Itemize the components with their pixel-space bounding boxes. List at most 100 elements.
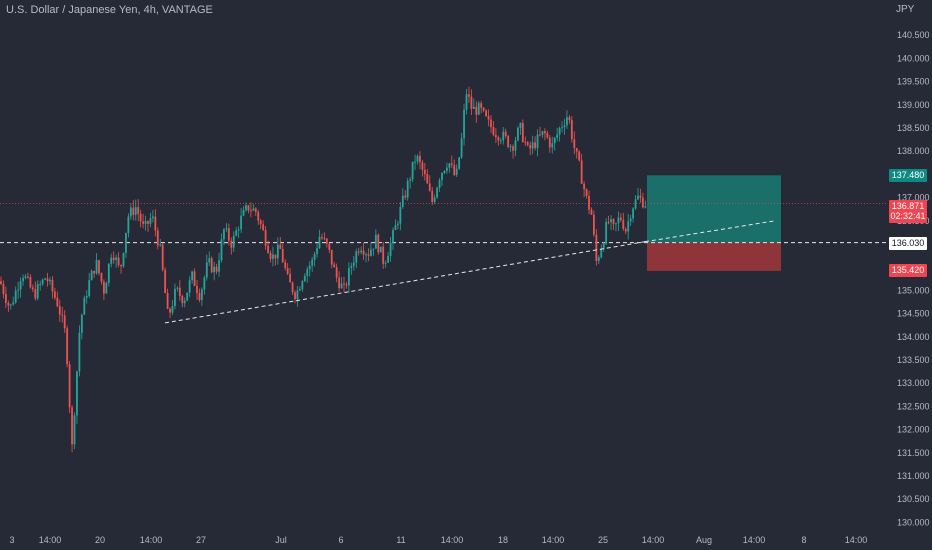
candle-body — [477, 103, 480, 115]
candle-body — [401, 195, 404, 207]
candle-body — [286, 268, 289, 274]
candle-body — [583, 183, 585, 190]
candle-body — [340, 283, 343, 289]
candle-body — [436, 187, 438, 198]
candle-body — [512, 146, 514, 151]
candle-body — [597, 257, 600, 261]
symbol-title[interactable]: U.S. Dollar / Japanese Yen, 4h, VANTAGE — [6, 4, 213, 16]
time-axis-label: 3 — [9, 535, 14, 545]
candle-body — [546, 133, 549, 138]
time-axis-label: 8 — [801, 535, 806, 545]
candle-body — [235, 230, 238, 236]
profit-zone[interactable] — [647, 175, 781, 243]
candle-body — [414, 161, 416, 163]
candle-body — [41, 279, 44, 285]
candle-body — [191, 271, 193, 281]
candle-body — [56, 297, 59, 307]
candle-body — [419, 155, 421, 163]
candle-body — [247, 205, 250, 211]
candle-body — [394, 225, 397, 231]
candle-body — [198, 292, 201, 300]
target-price-tag: 137.480 — [889, 169, 927, 182]
candle-body — [289, 273, 291, 283]
candle-body — [335, 267, 338, 278]
candle-body — [374, 234, 377, 249]
time-axis-label: 27 — [196, 535, 206, 545]
candle-body — [443, 170, 446, 173]
candle-body — [480, 103, 483, 108]
entry-price-tag: 136.030 — [889, 237, 927, 250]
candle-body — [352, 262, 355, 266]
candle-body — [232, 235, 235, 248]
candle-body — [548, 137, 551, 148]
candle-body — [595, 234, 598, 261]
candle-body — [377, 234, 380, 253]
candle-body — [139, 213, 142, 222]
candle-body — [181, 295, 184, 304]
candle-body — [561, 127, 563, 129]
candle-body — [433, 197, 436, 202]
candle-body — [588, 195, 590, 210]
candle-body — [129, 207, 132, 217]
loss-zone[interactable] — [647, 242, 781, 271]
candle-body — [120, 264, 122, 267]
candle-body — [154, 216, 157, 231]
candle-body — [470, 96, 473, 109]
candle-body — [127, 216, 130, 233]
candle-body — [558, 128, 561, 135]
price-axis-label: 134.500 — [897, 309, 930, 319]
trendline-extension[interactable] — [644, 220, 776, 243]
candle-body — [44, 278, 46, 280]
candle-body — [98, 260, 100, 274]
candle-body — [80, 314, 83, 333]
candle-body — [325, 238, 328, 244]
candle-body — [19, 281, 22, 290]
candle-body — [303, 275, 306, 282]
candle-body — [438, 180, 441, 188]
candle-body — [472, 106, 475, 109]
candle-body — [218, 260, 220, 272]
candle-body — [152, 216, 154, 219]
candle-body — [521, 123, 524, 142]
candle-body — [485, 110, 487, 117]
candle-body — [210, 258, 213, 273]
time-axis-label: 20 — [95, 535, 105, 545]
price-axis-label: 133.500 — [897, 355, 930, 365]
candle-body — [605, 221, 608, 244]
candle-body — [85, 296, 88, 298]
candle-body — [250, 210, 252, 212]
candle-body — [575, 148, 578, 152]
candle-body — [183, 300, 186, 304]
candle-body — [269, 252, 272, 259]
candle-body — [453, 164, 456, 175]
candle-body — [117, 257, 120, 265]
price-axis-label: 140.000 — [897, 53, 930, 63]
candle-body — [144, 221, 147, 224]
candle-body — [262, 224, 265, 231]
candle-body — [161, 244, 164, 270]
candle-body — [367, 254, 370, 256]
candle-body — [63, 315, 66, 329]
candle-body — [54, 291, 56, 298]
candle-body — [29, 277, 32, 288]
candle-body — [316, 248, 318, 254]
candle-body — [458, 157, 461, 169]
candle-body — [220, 239, 223, 261]
candle-body — [372, 248, 375, 250]
candle-body — [539, 134, 541, 136]
last-price-tag: 136.871 02:32:41 — [889, 200, 927, 223]
ascending-trendline[interactable] — [164, 241, 646, 324]
candle-body — [313, 253, 316, 260]
candle-body — [39, 284, 42, 286]
candle-body — [254, 208, 257, 212]
candle-body — [389, 242, 392, 256]
candle-body — [499, 140, 502, 142]
candle-body — [529, 145, 532, 149]
candle-body — [600, 249, 603, 258]
candle-body — [196, 285, 198, 293]
candle-body — [291, 282, 294, 293]
candle-body — [514, 140, 517, 151]
candle-body — [22, 277, 24, 282]
